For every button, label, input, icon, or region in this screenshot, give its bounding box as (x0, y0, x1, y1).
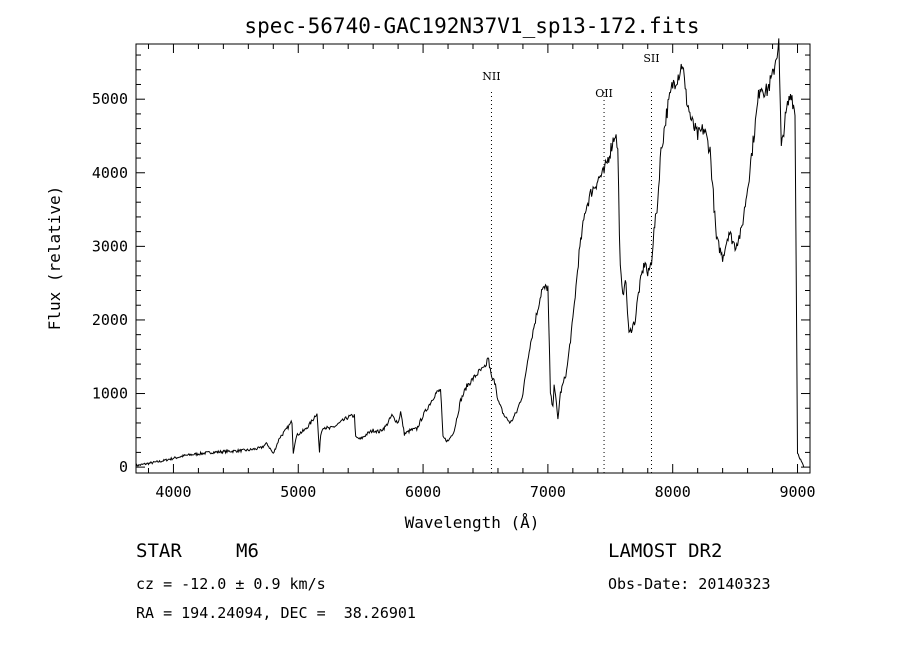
x-tick-label: 4000 (155, 483, 191, 501)
x-tick-label: 6000 (405, 483, 441, 501)
y-tick-label: 5000 (92, 90, 128, 108)
object-subclass: M6 (236, 540, 259, 562)
emission-line-label: OII (595, 87, 613, 100)
y-tick-label: 1000 (92, 385, 128, 403)
x-tick-label: 7000 (530, 483, 566, 501)
survey-name: LAMOST DR2 (608, 540, 723, 562)
y-tick-label: 3000 (92, 237, 128, 255)
x-axis-label: Wavelength (Å) (405, 513, 540, 532)
x-tick-label: 9000 (779, 483, 815, 501)
axis-ticks: 4000 5000 6000 7000 8000 9000 0 1000 2000 3000 400… (92, 44, 816, 501)
coordinates: RA = 194.24094, DEC = 38.26901 (136, 604, 416, 622)
plot-frame (135, 43, 811, 474)
y-tick-label: 2000 (92, 311, 128, 329)
y-axis-label: Flux (relative) (45, 186, 64, 331)
observation-date: Obs-Date: 20140323 (608, 575, 771, 593)
redshift-cz: cz = -12.0 ± 0.9 km/s (136, 575, 326, 593)
object-type: STAR (136, 540, 182, 562)
y-tick-label: 4000 (92, 164, 128, 182)
emission-line-label: NII (482, 70, 500, 83)
x-tick-label: 8000 (655, 483, 691, 501)
x-tick-label: 5000 (280, 483, 316, 501)
emission-line-label: SII (643, 52, 659, 65)
spectrum-series-line (135, 38, 805, 468)
chart-title: spec-56740-GAC192N37V1_sp13-172.fits (244, 14, 699, 38)
y-tick-label: 0 (119, 458, 128, 476)
emission-line-markers: NII OII SII (482, 52, 660, 473)
